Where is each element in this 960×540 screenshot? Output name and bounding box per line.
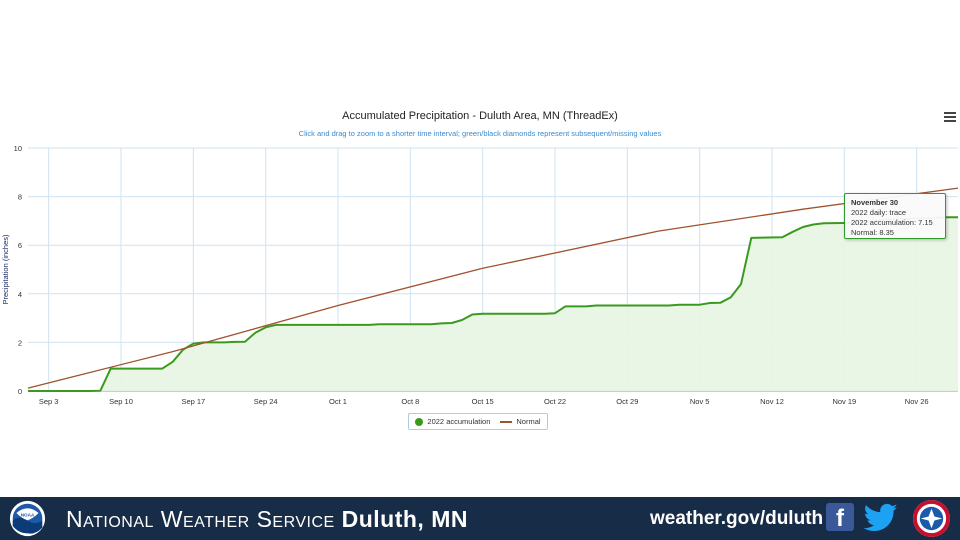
footer-org: National Weather Service (66, 506, 335, 532)
noaa-logo-text: NOAA (21, 513, 35, 518)
tooltip-accumulation: 2022 accumulation: 7.15 (851, 218, 933, 227)
x-tick-label: Oct 22 (544, 397, 566, 406)
chart-legend: 2022 accumulation Normal (408, 413, 548, 430)
legend-marker-2022 (415, 417, 424, 426)
x-tick-label: Nov 5 (690, 397, 710, 406)
x-tick-label: Sep 10 (109, 397, 133, 406)
chart-canvas[interactable]: 0 2 4 6 8 10 Sep 3 Sep 10 Sep 17 Sep 24 Oct 1 Oct 8… (0, 100, 960, 430)
series-line-1[interactable] (27, 187, 959, 389)
x-tick-label: Nov 19 (832, 397, 856, 406)
y-tick-label: 10 (14, 144, 22, 153)
footer-title: National Weather Service Duluth, MN (66, 506, 468, 533)
x-tick-label: Oct 1 (329, 397, 347, 406)
y-tick-label: 8 (18, 193, 22, 202)
x-tick-label: Nov 12 (760, 397, 784, 406)
tooltip-normal: Normal: 8.35 (851, 228, 894, 237)
y-tick-label: 0 (18, 387, 22, 396)
legend-item-normal[interactable]: Normal (500, 417, 541, 426)
facebook-icon[interactable]: f (826, 503, 854, 531)
legend-marker-normal (500, 420, 513, 423)
legend-label-normal: Normal (516, 417, 541, 426)
chart-subtitle: Click and drag to zoom to a shorter time… (298, 129, 662, 138)
x-tick-label: Sep 3 (39, 397, 59, 406)
y-tick-label: 6 (18, 241, 22, 250)
twitter-icon[interactable] (864, 503, 898, 533)
legend-item-2022[interactable]: 2022 accumulation (415, 417, 490, 426)
x-tick-label: Oct 8 (401, 397, 419, 406)
chart-menu-icon[interactable] (944, 112, 956, 122)
nws-logo (912, 499, 951, 538)
chart-tooltip: November 30 2022 daily: trace 2022 accum… (844, 193, 946, 239)
tooltip-title: November 30 (851, 198, 899, 207)
series-line-0[interactable] (28, 216, 958, 392)
legend-label-2022: 2022 accumulation (427, 417, 491, 426)
x-tick-label: Sep 17 (181, 397, 205, 406)
noaa-logo: NOAA (9, 500, 46, 537)
x-tick-label: Oct 15 (472, 397, 494, 406)
precipitation-chart[interactable]: 0 2 4 6 8 10 Sep 3 Sep 10 Sep 17 Sep 24 Oct 1 Oct 8… (0, 100, 960, 430)
series-area-0 (28, 217, 958, 391)
footer-banner: NOAA National Weather Service Duluth, MN… (0, 497, 960, 540)
x-tick-label: Nov 26 (905, 397, 929, 406)
chart-title: Accumulated Precipitation - Duluth Area,… (342, 110, 618, 122)
footer-url[interactable]: weather.gov/duluth (650, 508, 824, 529)
x-tick-label: Sep 24 (254, 397, 278, 406)
x-tick-label: Oct 29 (616, 397, 638, 406)
y-tick-label: 2 (18, 338, 22, 347)
footer-location: Duluth, MN (341, 506, 468, 532)
y-tick-label: 4 (18, 290, 22, 299)
y-axis-label: Precipitation (inches) (1, 234, 10, 305)
tooltip-daily: 2022 daily: trace (851, 208, 907, 217)
